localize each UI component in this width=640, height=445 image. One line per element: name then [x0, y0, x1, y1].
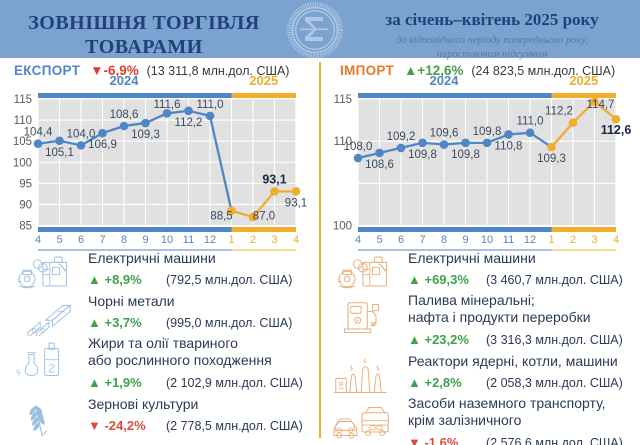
- svg-text:6: 6: [398, 234, 404, 246]
- svg-text:2: 2: [570, 234, 576, 246]
- svg-text:2025: 2025: [249, 73, 278, 88]
- svg-text:109,8: 109,8: [408, 149, 437, 161]
- svg-text:114,7: 114,7: [587, 99, 615, 111]
- svg-text:108,0: 108,0: [344, 141, 373, 153]
- svg-text:104,4: 104,4: [24, 127, 53, 139]
- svg-text:11: 11: [503, 234, 514, 246]
- svg-text:2024: 2024: [430, 73, 460, 88]
- svg-text:11: 11: [183, 234, 194, 246]
- svg-text:9: 9: [462, 234, 468, 246]
- svg-text:1: 1: [228, 234, 234, 246]
- svg-text:8: 8: [441, 234, 447, 246]
- svg-text:7: 7: [99, 234, 105, 246]
- svg-text:106,9: 106,9: [88, 139, 117, 151]
- svg-text:110: 110: [14, 115, 32, 127]
- svg-text:9: 9: [142, 234, 148, 246]
- svg-text:109,3: 109,3: [131, 129, 160, 141]
- svg-text:100: 100: [333, 221, 352, 233]
- svg-text:2: 2: [250, 234, 256, 246]
- svg-text:5: 5: [376, 234, 382, 246]
- svg-text:112,2: 112,2: [545, 106, 573, 118]
- svg-text:108,6: 108,6: [365, 159, 394, 171]
- svg-text:111,6: 111,6: [153, 99, 180, 111]
- svg-text:6: 6: [78, 234, 84, 246]
- svg-text:1: 1: [548, 234, 554, 246]
- svg-text:8: 8: [121, 234, 127, 246]
- svg-text:3: 3: [591, 234, 597, 246]
- svg-text:100: 100: [13, 157, 32, 169]
- svg-text:85: 85: [19, 221, 32, 233]
- svg-text:112,6: 112,6: [601, 123, 632, 137]
- svg-text:12: 12: [204, 234, 216, 246]
- svg-text:90: 90: [19, 199, 32, 211]
- svg-text:115: 115: [334, 94, 352, 106]
- svg-text:109,6: 109,6: [430, 128, 459, 140]
- svg-text:95: 95: [19, 178, 32, 190]
- svg-text:88,5: 88,5: [210, 211, 232, 223]
- svg-text:2025: 2025: [569, 73, 598, 88]
- svg-text:2024: 2024: [110, 73, 140, 88]
- svg-text:115: 115: [14, 94, 32, 106]
- svg-text:4: 4: [355, 234, 361, 246]
- svg-text:109,2: 109,2: [387, 131, 416, 143]
- svg-text:10: 10: [481, 234, 493, 246]
- svg-text:109,3: 109,3: [537, 153, 566, 165]
- svg-text:109,8: 109,8: [473, 126, 502, 138]
- svg-text:12: 12: [524, 234, 536, 246]
- svg-text:109,8: 109,8: [451, 149, 480, 161]
- svg-text:3: 3: [271, 234, 277, 246]
- svg-text:10: 10: [161, 234, 173, 246]
- svg-text:4: 4: [613, 234, 619, 246]
- svg-text:7: 7: [419, 234, 425, 246]
- svg-text:4: 4: [293, 234, 299, 246]
- svg-text:4: 4: [35, 234, 41, 246]
- svg-text:87,0: 87,0: [253, 211, 275, 223]
- svg-text:108,6: 108,6: [110, 109, 139, 121]
- svg-text:112,2: 112,2: [175, 117, 203, 129]
- svg-text:111,0: 111,0: [516, 116, 543, 128]
- svg-text:5: 5: [56, 234, 62, 246]
- svg-text:93,1: 93,1: [262, 172, 286, 186]
- svg-text:111,0: 111,0: [196, 99, 223, 111]
- svg-text:110,8: 110,8: [495, 140, 523, 152]
- svg-text:93,1: 93,1: [285, 197, 307, 209]
- svg-text:105,1: 105,1: [45, 147, 74, 159]
